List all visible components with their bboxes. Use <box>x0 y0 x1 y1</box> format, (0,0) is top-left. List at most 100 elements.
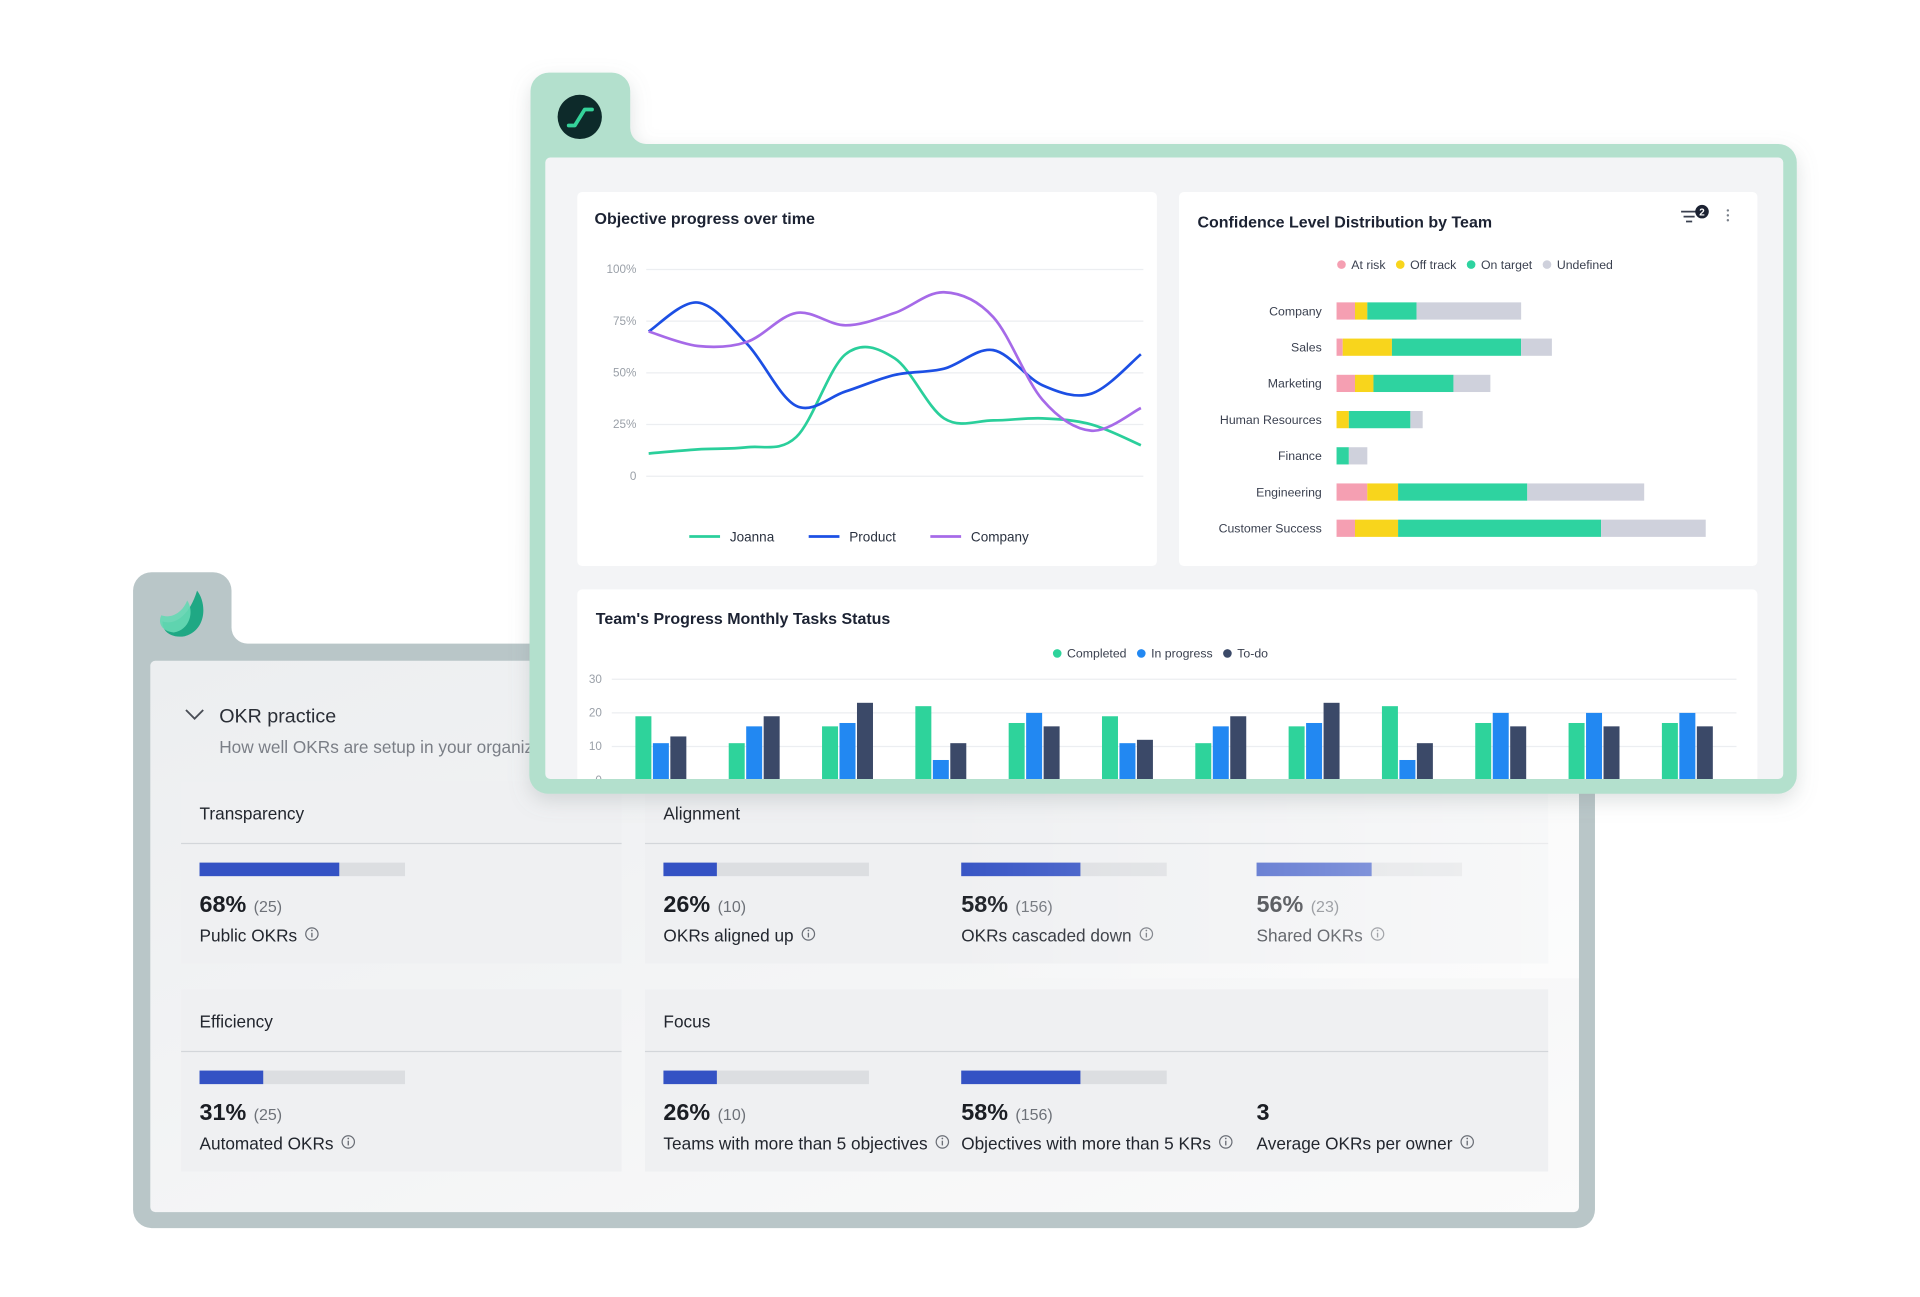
bar <box>1230 716 1247 779</box>
bar-segment <box>1416 302 1522 320</box>
bar <box>1136 739 1153 779</box>
legend-label: Company <box>971 529 1029 544</box>
metric-count: (156) <box>1015 1107 1052 1124</box>
metric-name: Average OKRs per owner <box>1257 1133 1453 1153</box>
info-circle <box>935 1135 950 1149</box>
bar <box>652 743 669 779</box>
info-circle <box>1460 1135 1474 1149</box>
series-line <box>648 345 1142 455</box>
y-tick-label: 30 <box>589 673 603 686</box>
info-icon[interactable] <box>305 927 319 941</box>
legend-label: Completed <box>1067 647 1127 661</box>
category-label: Finance <box>1278 449 1322 463</box>
bar-segment <box>1336 411 1349 429</box>
info-dot <box>1466 1137 1469 1140</box>
progress-fill <box>199 1070 264 1085</box>
card <box>577 191 1157 567</box>
panel-subtitle: How well OKRs are setup in your organiza… <box>219 737 570 757</box>
bar <box>1306 722 1323 779</box>
chart-title: Confidence Level Distribution by Team <box>1197 215 1492 232</box>
legend-label: Off track <box>1410 258 1457 272</box>
category-label: Customer Success <box>1219 522 1322 536</box>
metric-name: Objectives with more than 5 KRs <box>961 1133 1211 1153</box>
bar <box>1323 702 1340 779</box>
bar-segment <box>1342 338 1392 356</box>
more-menu[interactable] <box>1726 209 1730 222</box>
bar <box>728 743 745 779</box>
bar <box>1492 712 1509 779</box>
info-circle <box>801 927 816 941</box>
bar-segment <box>1410 411 1423 429</box>
bar-segment <box>1336 302 1356 320</box>
bar <box>1661 722 1678 779</box>
bar <box>1101 716 1118 779</box>
bar <box>950 743 967 779</box>
legend-swatch <box>1052 649 1062 658</box>
y-tick-label: 10 <box>589 740 603 753</box>
progress-fill <box>663 862 717 877</box>
bar-segment <box>1601 519 1706 537</box>
bar <box>856 702 873 779</box>
bar <box>1212 726 1229 779</box>
bar <box>1696 726 1713 779</box>
metric-name: Automated OKRs <box>200 1133 334 1153</box>
okr-section: Transparency 68% (25) Public OKRs <box>181 781 622 964</box>
y-tick-label: 20 <box>589 707 603 720</box>
logo <box>160 590 204 637</box>
metric-percent: 58% <box>961 1099 1008 1125</box>
bar <box>1679 712 1696 779</box>
info-icon[interactable] <box>1460 1135 1474 1149</box>
metric-value: 31% (25) <box>200 1099 283 1125</box>
bar-segment <box>1336 374 1356 393</box>
info-icon[interactable] <box>935 1135 950 1149</box>
legend-label: To-do <box>1237 647 1268 661</box>
bar <box>1008 722 1025 779</box>
legend-label: On target <box>1481 258 1533 272</box>
y-tick-label: 100% <box>606 263 636 276</box>
bar <box>1026 712 1043 779</box>
metric-value: 68% (25) <box>200 891 283 917</box>
chart-title: Team's Progress Monthly Tasks Status <box>596 611 891 628</box>
metric-percent: 68% <box>200 891 247 917</box>
bar-segment <box>1367 483 1399 501</box>
bar-segment <box>1336 447 1349 465</box>
bar <box>746 726 763 779</box>
info-icon[interactable] <box>1219 1135 1233 1149</box>
chart: Confidence Level Distribution by Team Com… <box>1197 215 1706 537</box>
y-tick-label: 50% <box>613 367 636 380</box>
info-icon[interactable] <box>801 927 816 941</box>
analytics-window: 2 Objective progress over time 0 25% 50% 75%… <box>529 72 1797 794</box>
bar-segment <box>1373 374 1454 393</box>
category-label: Marketing <box>1268 377 1322 391</box>
section-title: Alignment <box>663 804 740 824</box>
legend-swatch <box>1466 260 1476 269</box>
bar <box>1288 726 1305 779</box>
bar <box>915 706 932 779</box>
bar-segment <box>1348 411 1411 429</box>
progress-fill <box>961 1070 1081 1085</box>
progress-fill <box>199 862 340 877</box>
info-dot <box>941 1137 944 1140</box>
info-circle <box>305 927 319 941</box>
section-title: Efficiency <box>200 1012 274 1032</box>
bar-segment <box>1367 302 1417 320</box>
legend-label: In progress <box>1151 647 1213 661</box>
bar <box>1603 726 1620 779</box>
bar <box>1399 759 1416 779</box>
y-tick-label: 75% <box>613 315 636 328</box>
legend-swatch <box>1395 260 1405 269</box>
legend-swatch <box>1542 260 1552 269</box>
bar-segment <box>1398 519 1602 537</box>
bar <box>1568 722 1585 779</box>
category-label: Engineering <box>1256 485 1322 499</box>
collapse-chevron[interactable] <box>185 709 204 720</box>
bar <box>1510 726 1527 779</box>
bar <box>635 716 652 779</box>
metric-percent: 26% <box>663 891 710 917</box>
info-icon[interactable] <box>341 1135 356 1149</box>
okr-section: Focus 26% (10) Teams with more than 5 objec… <box>644 989 1549 1172</box>
filter-button[interactable]: 2 <box>1681 204 1709 223</box>
metric-value: 26% (10) <box>663 891 746 917</box>
metric-name: Teams with more than 5 objectives <box>663 1133 927 1153</box>
